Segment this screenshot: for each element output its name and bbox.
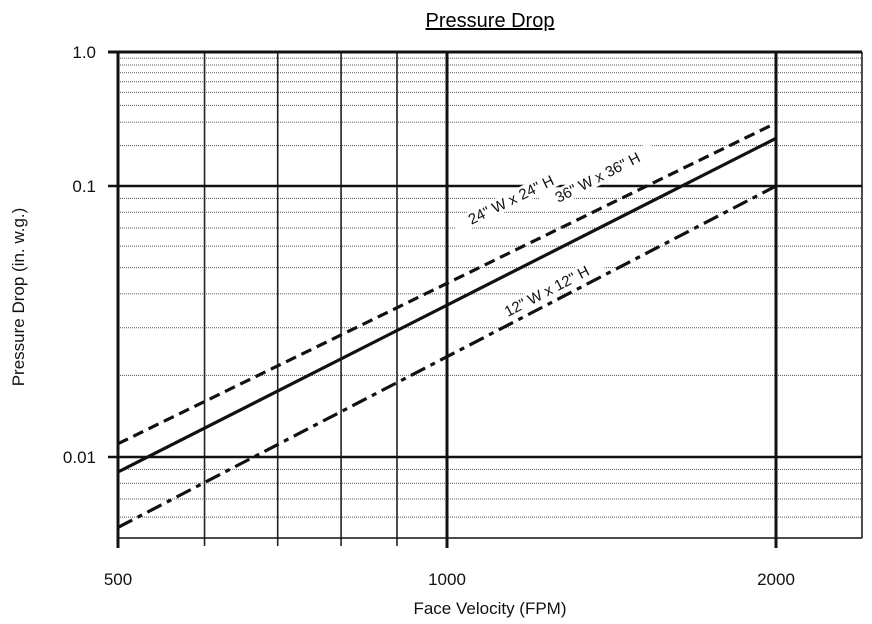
y-tick-label: 0.1 <box>72 177 96 196</box>
series-lines <box>117 121 777 529</box>
series-label-backdrop <box>451 165 571 235</box>
chart-title: Pressure Drop <box>426 10 555 32</box>
series-line-3 <box>117 184 777 529</box>
minor-grid <box>118 52 862 546</box>
tick-labels: 500 1000 2000 0.01 0.1 1.0 <box>63 43 795 589</box>
series-labels: 24" W x 24" H36" W x 36" H12" W x 12" H <box>451 142 657 327</box>
series-line-1 <box>117 121 777 446</box>
y-tick-label: 0.01 <box>63 448 96 467</box>
x-axis-label: Face Velocity (FPM) <box>413 599 566 618</box>
y-tick-label: 1.0 <box>72 43 96 62</box>
series-label-backdrop <box>538 142 657 213</box>
major-grid <box>108 50 863 548</box>
x-tick-label: 500 <box>104 570 132 589</box>
x-tick-label: 2000 <box>757 570 795 589</box>
series-label-backdrop <box>488 255 606 327</box>
series-line-2 <box>117 136 777 474</box>
x-tick-label: 1000 <box>428 570 466 589</box>
y-axis-label: Pressure Drop (in. w.g.) <box>9 208 28 387</box>
